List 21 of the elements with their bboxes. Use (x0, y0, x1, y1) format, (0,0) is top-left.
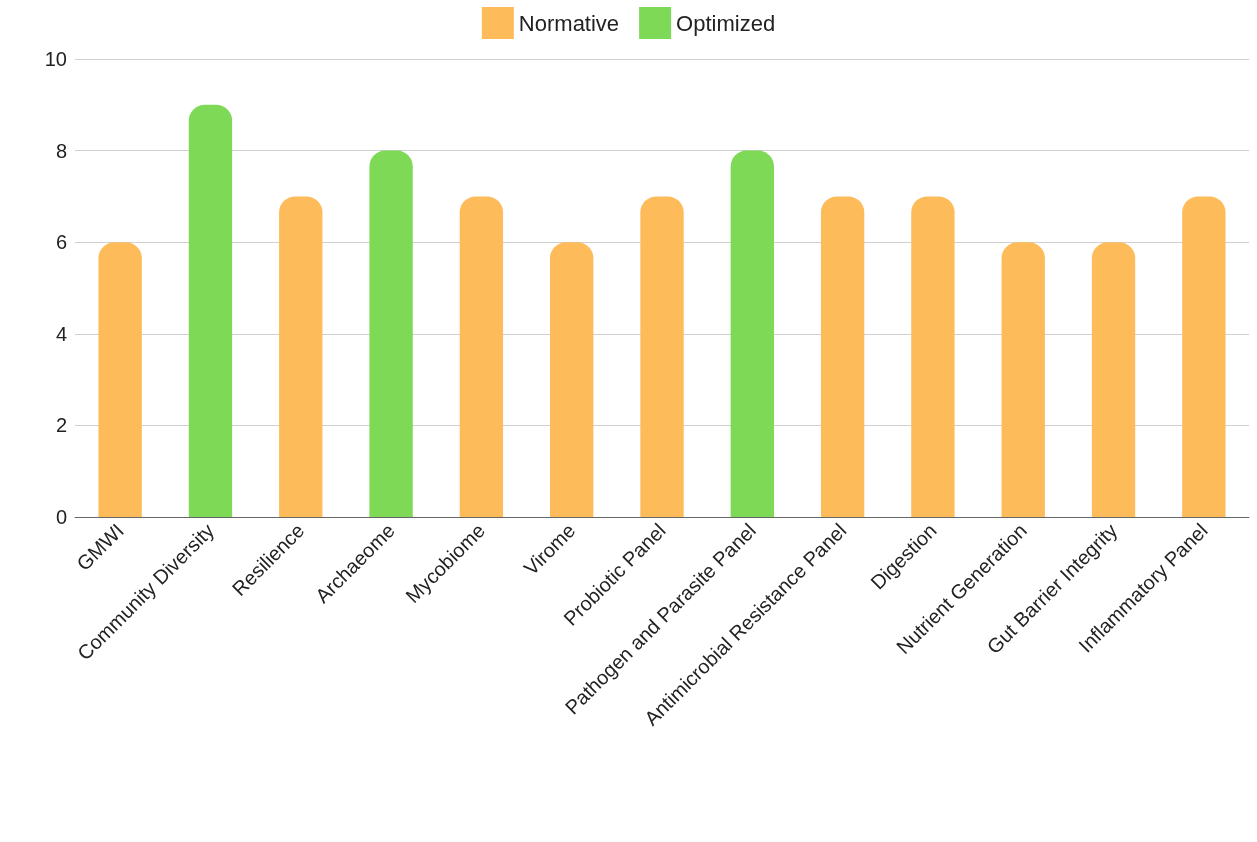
bar (98, 242, 142, 517)
y-tick-label: 8 (55, 139, 67, 162)
bar (279, 196, 323, 517)
bar (550, 242, 594, 517)
bar (1091, 242, 1136, 517)
y-tick-label: 0 (55, 506, 67, 528)
bar (369, 150, 413, 517)
bar (459, 196, 504, 517)
legend-label: Optimized (676, 10, 776, 36)
y-tick-label: 2 (55, 414, 67, 437)
bar (1182, 196, 1226, 517)
bar (188, 104, 233, 517)
legend-label: Normative (518, 10, 620, 36)
y-tick-label: 6 (55, 231, 67, 254)
y-tick-label: 10 (44, 48, 67, 70)
y-tick-label: 4 (55, 322, 67, 345)
bar (730, 150, 774, 517)
bar (911, 196, 955, 517)
bar (1001, 242, 1045, 517)
bar (820, 196, 865, 517)
bar (640, 196, 684, 517)
